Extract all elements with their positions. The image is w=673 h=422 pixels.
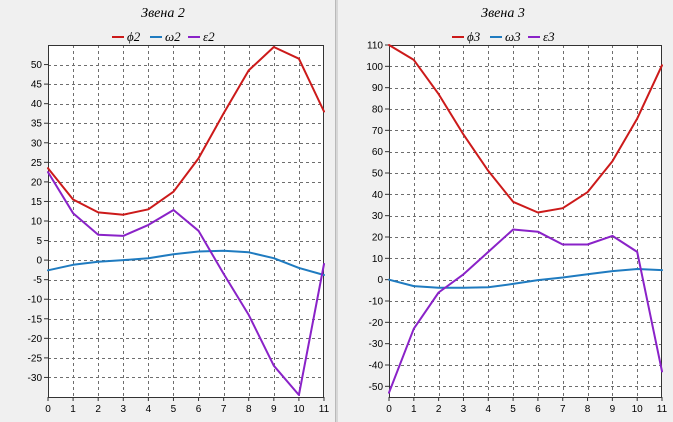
x-tick-label-9: 9 — [271, 404, 277, 415]
x-tick-label-7: 7 — [560, 404, 566, 415]
legend-label-2: ω3 — [505, 29, 521, 44]
y-tick-label-1: 45 — [31, 80, 43, 91]
x-tick-label-8: 8 — [246, 404, 252, 415]
plot-area — [389, 45, 662, 397]
y-tick-label-8: 30 — [372, 211, 384, 222]
legend-label-1: ϕ3 — [467, 29, 481, 44]
y-tick-label-12: -10 — [369, 297, 384, 308]
chart-zvena-3: Звена 3ϕ3 ω3 ε30 1 2 3 4 5 6 7 8 9 10 111101009080706… — [366, 6, 668, 415]
x-tick-label-4: 4 — [485, 404, 491, 415]
y-tick-label-10: 10 — [372, 254, 384, 265]
y-tick-label-0: 110 — [367, 41, 383, 52]
x-tick-label-0: 0 — [386, 404, 392, 415]
y-tick-label-12: -10 — [28, 295, 43, 306]
series-line-2 — [47, 249, 325, 276]
legend-label-1: ϕ2 — [127, 29, 141, 44]
series-line-2 — [388, 268, 663, 289]
legend-label-3: ε2 — [203, 29, 215, 44]
y-tick-label-15: -25 — [28, 353, 43, 364]
x-tick-label-8: 8 — [585, 404, 591, 415]
chart-title: Звена 3 — [481, 6, 525, 21]
y-tick-label-1: 100 — [366, 62, 383, 73]
y-tick-label-4: 30 — [31, 138, 43, 149]
y-tick-label-9: 20 — [372, 233, 384, 244]
y-tick-label-16: -30 — [28, 373, 43, 384]
chart-title: Звена 2 — [141, 6, 185, 21]
y-tick-label-5: 60 — [372, 147, 384, 158]
y-tick-label-3: 35 — [31, 119, 43, 130]
x-tick-label-2: 2 — [95, 404, 101, 415]
x-tick-label-5: 5 — [510, 404, 516, 415]
x-tick-label-1: 1 — [411, 404, 417, 415]
legend-label-3: ε3 — [543, 29, 555, 44]
series-line-1 — [388, 44, 663, 214]
y-tick-label-7: 15 — [31, 197, 43, 208]
x-tick-label-6: 6 — [535, 404, 541, 415]
y-tick-label-4: 70 — [372, 126, 384, 137]
x-tick-label-0: 0 — [45, 404, 51, 415]
y-tick-label-0: 50 — [31, 60, 43, 71]
axes-frame — [389, 45, 662, 398]
legend: ϕ3 ω3 ε3 — [452, 29, 555, 44]
y-tick-label-14: -30 — [369, 339, 384, 350]
series-line-1 — [47, 46, 325, 216]
y-tick-label-6: 20 — [31, 177, 43, 188]
y-tick-label-15: -40 — [369, 361, 384, 372]
series-line-3 — [388, 228, 663, 394]
y-tick-label-10: 0 — [36, 256, 42, 267]
y-tick-label-14: -20 — [28, 334, 43, 345]
y-tick-label-6: 50 — [372, 169, 384, 180]
series-line-3 — [47, 171, 325, 396]
x-tick-label-5: 5 — [171, 404, 177, 415]
x-tick-label-10: 10 — [632, 404, 644, 415]
y-tick-label-11: 0 — [377, 275, 383, 286]
y-tick-label-8: 10 — [31, 217, 43, 228]
x-tick-label-10: 10 — [293, 404, 305, 415]
y-tick-label-7: 40 — [372, 190, 384, 201]
x-tick-label-3: 3 — [461, 404, 467, 415]
y-tick-label-13: -15 — [28, 314, 43, 325]
y-tick-label-16: -50 — [369, 382, 384, 393]
x-tick-label-7: 7 — [221, 404, 227, 415]
y-tick-label-9: 5 — [36, 236, 42, 247]
grid — [389, 45, 662, 397]
chart-zvena-2: Звена 2ϕ2 ω2 ε20 1 2 3 4 5 6 7 8 9 10 115045403530252… — [28, 6, 330, 415]
x-tick-label-11: 11 — [319, 404, 330, 415]
legend-label-2: ω2 — [165, 29, 181, 44]
x-tick-label-1: 1 — [70, 404, 76, 415]
legend: ϕ2 ω2 ε2 — [112, 29, 215, 44]
y-tick-label-2: 40 — [31, 99, 43, 110]
x-tick-label-6: 6 — [196, 404, 202, 415]
y-tick-label-13: -20 — [369, 318, 384, 329]
y-tick-label-11: -5 — [33, 275, 42, 286]
y-tick-label-5: 25 — [31, 158, 43, 169]
x-tick-label-3: 3 — [120, 404, 126, 415]
x-tick-label-2: 2 — [436, 404, 442, 415]
x-tick-label-9: 9 — [610, 404, 616, 415]
panel-divider — [335, 0, 338, 422]
x-tick-label-11: 11 — [657, 404, 668, 415]
axes-frame — [48, 45, 324, 398]
y-tick-label-3: 80 — [372, 105, 384, 116]
y-tick-label-2: 90 — [372, 83, 384, 94]
x-tick-label-4: 4 — [146, 404, 152, 415]
